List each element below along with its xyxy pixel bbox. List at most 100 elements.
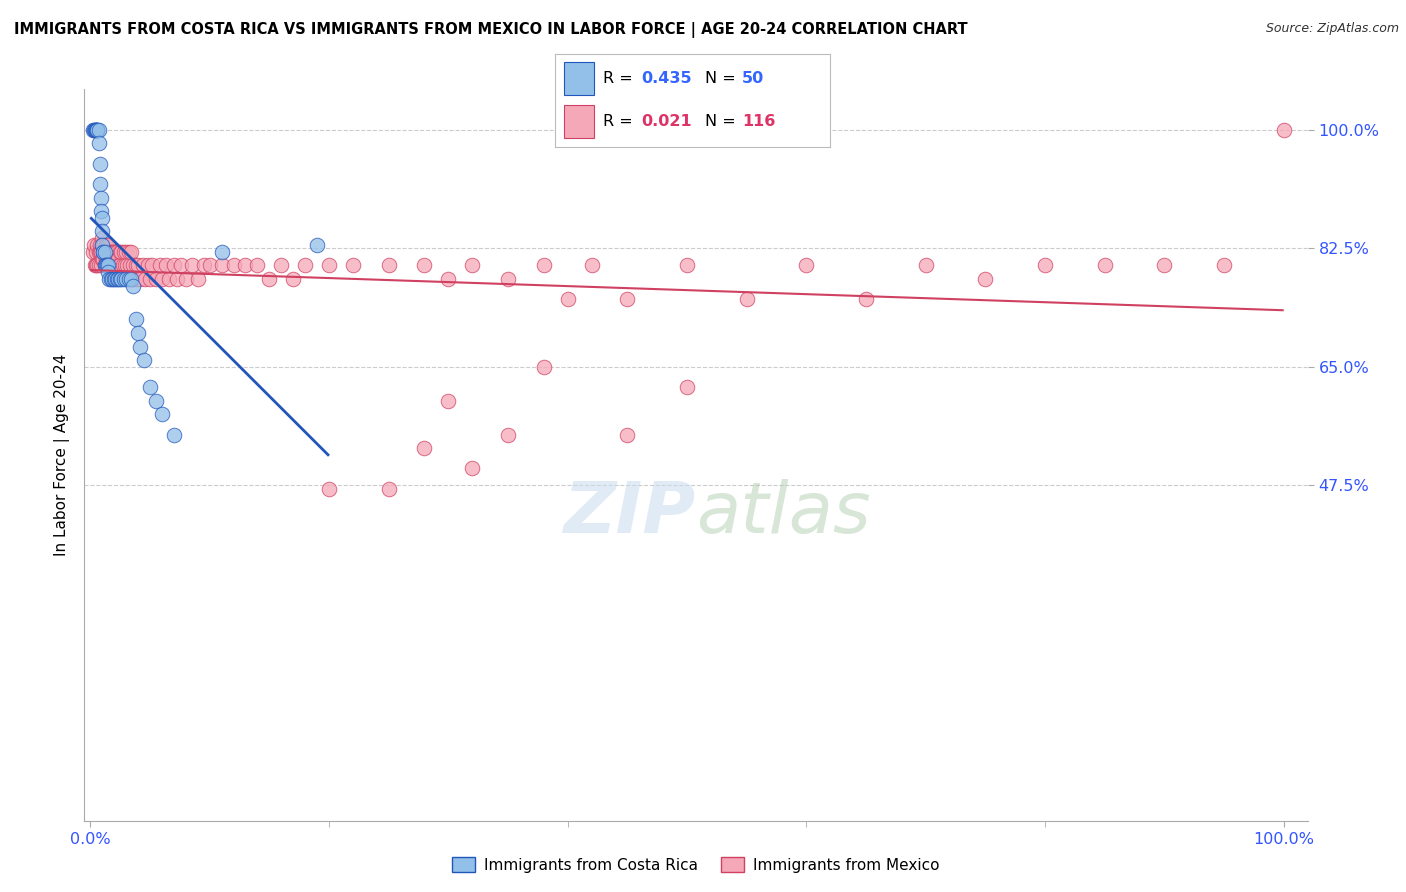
- Point: [246, 258, 269, 272]
- Point: [496, 427, 519, 442]
- Point: [121, 272, 143, 286]
- Point: [676, 380, 699, 394]
- Point: [141, 258, 163, 272]
- Text: 0.435: 0.435: [641, 70, 692, 86]
- Point: [100, 258, 122, 272]
- Point: [115, 272, 138, 286]
- Text: R =: R =: [603, 114, 638, 129]
- Point: [318, 258, 340, 272]
- Point: [96, 258, 118, 272]
- Point: [82, 123, 104, 137]
- Point: [84, 258, 107, 272]
- Point: [100, 272, 122, 286]
- Point: [98, 244, 121, 259]
- Text: 0.021: 0.021: [641, 114, 692, 129]
- Point: [90, 190, 112, 204]
- Point: [914, 258, 936, 272]
- Bar: [564, 62, 593, 95]
- Point: [94, 238, 117, 252]
- Point: [93, 244, 115, 259]
- Point: [211, 258, 233, 272]
- Point: [132, 353, 155, 368]
- Point: [120, 244, 142, 259]
- Point: [283, 272, 305, 286]
- Point: [259, 272, 281, 286]
- Point: [461, 461, 484, 475]
- Point: [87, 244, 110, 259]
- Point: [145, 393, 167, 408]
- Point: [294, 258, 316, 272]
- Point: [101, 258, 124, 272]
- Point: [89, 244, 111, 259]
- Point: [342, 258, 364, 272]
- Point: [222, 258, 245, 272]
- Point: [112, 272, 135, 286]
- Point: [413, 441, 436, 455]
- Point: [437, 272, 460, 286]
- Text: Source: ZipAtlas.com: Source: ZipAtlas.com: [1265, 22, 1399, 36]
- Point: [155, 258, 177, 272]
- Point: [118, 258, 141, 272]
- Point: [97, 238, 120, 252]
- Point: [83, 238, 105, 252]
- Point: [129, 272, 152, 286]
- Point: [105, 272, 128, 286]
- Point: [187, 272, 209, 286]
- Point: [84, 258, 107, 272]
- Point: [437, 393, 460, 408]
- Point: [97, 265, 120, 279]
- Point: [96, 258, 118, 272]
- Point: [616, 427, 638, 442]
- Point: [93, 238, 115, 252]
- Point: [1033, 258, 1056, 272]
- Point: [98, 258, 121, 272]
- Point: [84, 123, 107, 137]
- Point: [581, 258, 603, 272]
- Point: [1272, 123, 1295, 137]
- Point: [115, 244, 138, 259]
- Point: [86, 123, 108, 137]
- Point: [1213, 258, 1236, 272]
- Point: [1153, 258, 1175, 272]
- Point: [150, 272, 173, 286]
- Point: [83, 123, 105, 137]
- Point: [270, 258, 292, 272]
- Y-axis label: In Labor Force | Age 20-24: In Labor Force | Age 20-24: [55, 354, 70, 556]
- Point: [132, 258, 155, 272]
- Text: 116: 116: [742, 114, 775, 129]
- Point: [111, 258, 134, 272]
- Point: [124, 312, 146, 326]
- Point: [103, 258, 125, 272]
- Point: [90, 204, 112, 219]
- Point: [89, 177, 111, 191]
- Point: [855, 292, 877, 306]
- Point: [101, 244, 124, 259]
- Point: [170, 258, 193, 272]
- Point: [86, 123, 108, 137]
- Point: [166, 272, 188, 286]
- Point: [97, 252, 120, 266]
- Point: [93, 244, 115, 259]
- Point: [163, 258, 186, 272]
- Point: [91, 238, 114, 252]
- Point: [145, 272, 167, 286]
- Point: [174, 272, 197, 286]
- Text: 50: 50: [742, 70, 763, 86]
- Point: [198, 258, 221, 272]
- Point: [86, 258, 108, 272]
- Point: [87, 136, 110, 151]
- Point: [110, 272, 132, 286]
- Point: [93, 252, 115, 266]
- Point: [91, 211, 114, 225]
- Point: [413, 258, 436, 272]
- Point: [124, 258, 146, 272]
- Point: [82, 244, 104, 259]
- Text: N =: N =: [704, 70, 741, 86]
- Point: [533, 258, 555, 272]
- Bar: [564, 105, 593, 138]
- Point: [117, 258, 139, 272]
- Point: [125, 272, 148, 286]
- Point: [136, 258, 159, 272]
- Point: [127, 326, 149, 340]
- Point: [98, 272, 121, 286]
